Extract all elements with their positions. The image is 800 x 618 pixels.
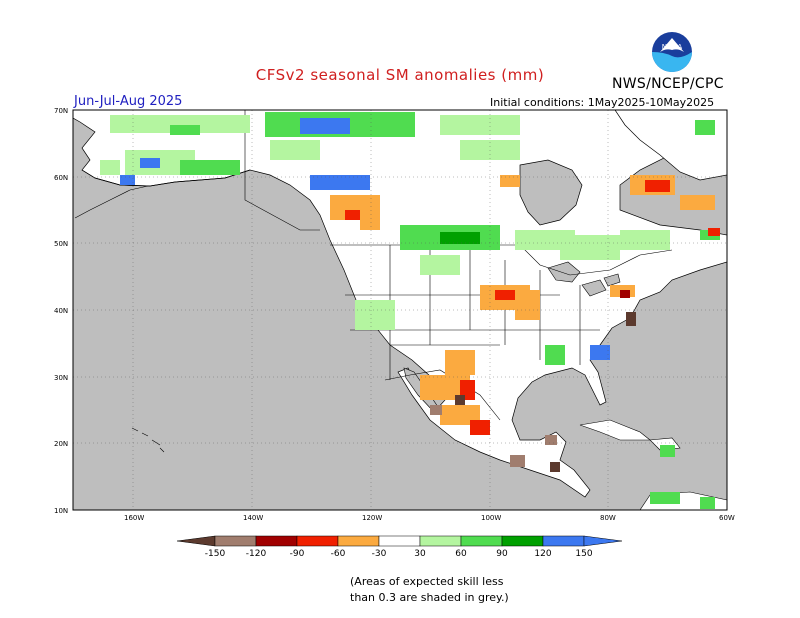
legend-swatch	[419, 535, 462, 547]
legend-tick-label: -90	[290, 549, 305, 559]
logo-text: NOAA	[662, 43, 683, 51]
skill-note-line2: than 0.3 are shaded in grey.)	[350, 591, 509, 604]
legend-tick-label: -30	[372, 549, 387, 559]
legend-tick-label: -120	[246, 549, 267, 559]
map-title: CFSv2 seasonal SM anomalies (mm)	[255, 66, 545, 84]
lat-label: 20N	[54, 440, 68, 448]
lon-labels: 160W 140W 120W 100W 80W 60W	[124, 514, 735, 522]
lat-label: 10N	[54, 507, 68, 515]
legend-swatch	[337, 535, 380, 547]
great-lakes	[547, 261, 621, 297]
legend-tick-label: -60	[331, 549, 346, 559]
legend-colorbar: -150 -120 -90 -60 -30 30 60 90 120 150	[176, 535, 623, 559]
hudson-bay	[519, 159, 583, 226]
legend-swatch	[214, 535, 257, 547]
org-label: NWS/NCEP/CPC	[612, 76, 724, 92]
anomaly-cells	[100, 112, 720, 509]
legend-tick-label: 150	[575, 549, 592, 559]
lon-label: 60W	[719, 514, 735, 522]
lat-label: 30N	[54, 374, 68, 382]
noaa-logo: NOAA	[652, 32, 692, 72]
lat-label: 70N	[54, 107, 68, 115]
season-label: Jun-Jul-Aug 2025	[74, 94, 183, 109]
legend-tick-label: 90	[496, 549, 508, 559]
legend-tick-label: 120	[534, 549, 551, 559]
lon-label: 120W	[362, 514, 382, 522]
lat-label: 40N	[54, 307, 68, 315]
lat-labels: 70N 60N 50N 40N 30N 20N 10N	[54, 107, 68, 515]
legend-arrow-right	[583, 535, 623, 547]
alaska-coast	[81, 169, 251, 187]
initial-conditions: Initial conditions: 1May2025-10May2025	[490, 96, 715, 109]
grid-lines	[73, 110, 727, 510]
aleutians	[74, 185, 149, 219]
lon-label: 80W	[600, 514, 616, 522]
legend-tick-label: 60	[455, 549, 467, 559]
lon-label: 160W	[124, 514, 144, 522]
legend-swatch	[542, 535, 585, 547]
legend-swatch	[378, 535, 421, 547]
legend-swatch	[296, 535, 339, 547]
lat-label: 60N	[54, 174, 68, 182]
legend-arrow-left	[176, 535, 216, 547]
legend-tick-label: 30	[414, 549, 426, 559]
legend-tick-label: -150	[205, 549, 226, 559]
legend-swatch	[501, 535, 544, 547]
skill-note-line1: (Areas of expected skill less	[350, 575, 504, 588]
hawaii	[131, 427, 165, 453]
lat-label: 50N	[54, 240, 68, 248]
legend-swatch	[255, 535, 298, 547]
legend-swatch	[460, 535, 503, 547]
lon-label: 140W	[243, 514, 263, 522]
map-frame	[72, 109, 728, 511]
lon-label: 100W	[481, 514, 501, 522]
